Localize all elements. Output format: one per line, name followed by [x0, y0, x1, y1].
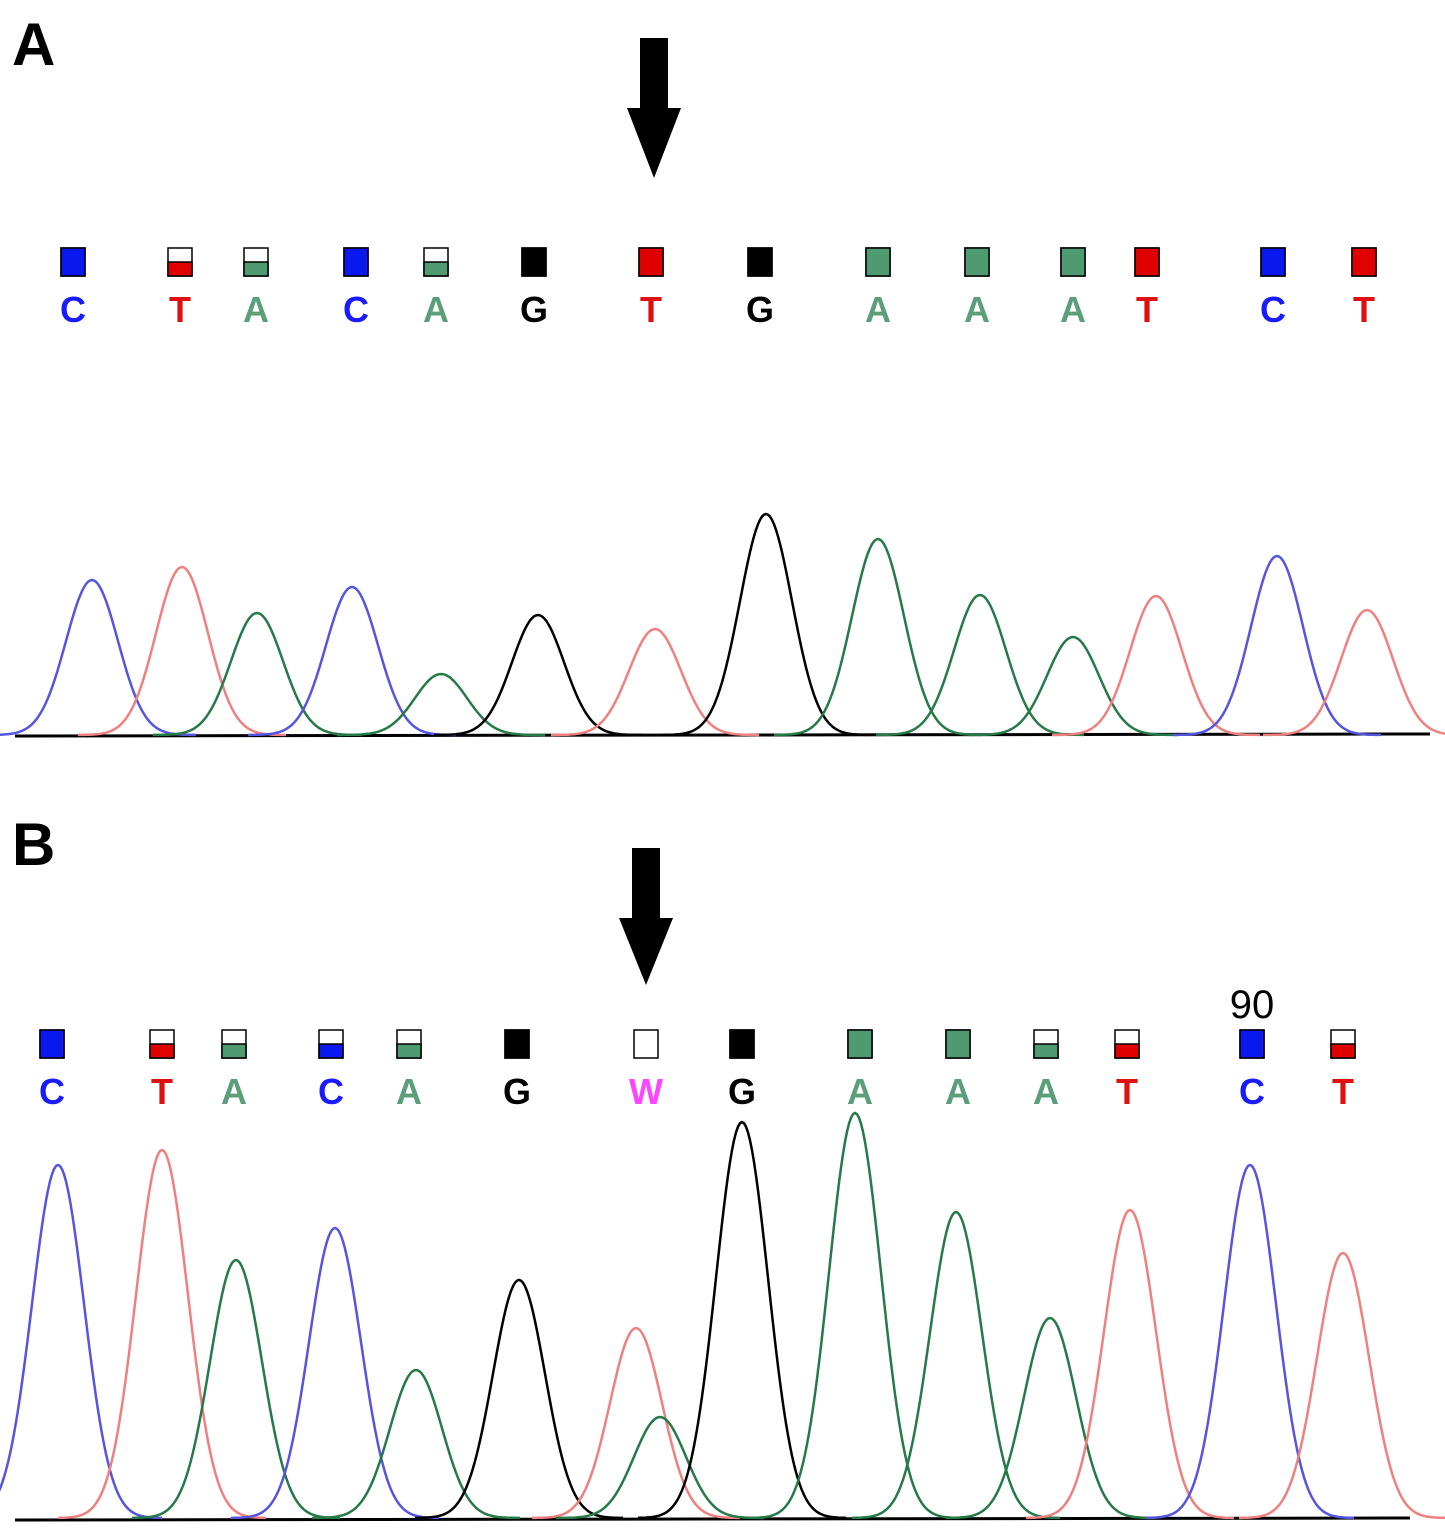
base-box-fill [396, 1043, 422, 1059]
trace-peak [946, 1316, 1154, 1520]
trace-peak [247, 585, 457, 737]
base-call: A [945, 1071, 971, 1112]
base-call: A [221, 1071, 247, 1112]
trace-peak [551, 627, 759, 737]
base-box-fill [167, 261, 193, 277]
base-box-fill [221, 1043, 247, 1059]
base-call: A [243, 289, 269, 330]
trace-peak [231, 1226, 439, 1520]
panel-label: B [12, 811, 55, 878]
base-box [633, 1029, 659, 1059]
trace-peak [875, 593, 1085, 737]
base-box-fill [747, 247, 773, 277]
base-call: C [1260, 289, 1286, 330]
trace-peak [433, 613, 643, 737]
base-call: G [503, 1071, 531, 1112]
base-box-fill [343, 247, 369, 277]
base-call: A [1060, 289, 1086, 330]
base-box-fill [865, 247, 891, 277]
trace-peak [132, 1258, 340, 1520]
base-call: G [746, 289, 774, 330]
base-call: A [1033, 1071, 1059, 1112]
base-call: G [728, 1071, 756, 1112]
base-box-fill [1134, 247, 1160, 277]
base-box-fill [1114, 1043, 1140, 1059]
base-call: T [1116, 1071, 1138, 1112]
base-box-fill [945, 1029, 971, 1059]
base-box-fill [60, 247, 86, 277]
trace-peak [750, 1111, 960, 1520]
trace-peak [1239, 1251, 1445, 1520]
arrow [627, 38, 681, 178]
base-box-fill [1033, 1043, 1059, 1059]
trace-peak [556, 1415, 764, 1520]
base-call: G [520, 289, 548, 330]
panel-label: A [12, 11, 55, 78]
trace-peak [415, 1278, 623, 1520]
base-box-fill [504, 1029, 530, 1059]
base-call: T [169, 289, 191, 330]
base-box-fill [729, 1029, 755, 1059]
base-box-fill [964, 247, 990, 277]
base-box-fill [1351, 247, 1377, 277]
base-call: C [39, 1071, 65, 1112]
trace-peak [57, 1148, 267, 1520]
baseline [14, 1516, 1411, 1522]
trace-peak [0, 578, 196, 737]
base-call: C [60, 289, 86, 330]
trace-peak [852, 1210, 1060, 1520]
trace-peak [637, 1120, 847, 1520]
trace-peak [532, 1326, 740, 1520]
base-box-fill [39, 1029, 65, 1059]
base-box-fill [521, 247, 547, 277]
position-label: 90 [1230, 983, 1275, 1027]
trace-peak [662, 512, 870, 737]
trace-peak [78, 565, 286, 737]
base-call: T [151, 1071, 173, 1112]
base-call: T [1332, 1071, 1354, 1112]
trace-peak [337, 672, 545, 737]
base-box-fill [1239, 1029, 1265, 1059]
base-box-fill [1260, 247, 1286, 277]
base-call: A [396, 1071, 422, 1112]
baseline [14, 732, 1431, 738]
base-call: A [964, 289, 990, 330]
base-box-fill [638, 247, 664, 277]
base-call: W [629, 1071, 663, 1112]
trace-peak [1145, 1163, 1355, 1520]
base-call: C [318, 1071, 344, 1112]
arrow [619, 848, 673, 985]
trace-peak [311, 1368, 521, 1520]
base-call: A [865, 289, 891, 330]
trace-peak [774, 537, 982, 737]
trace-peak [0, 1163, 163, 1520]
base-box-fill [318, 1043, 344, 1059]
base-call: A [423, 289, 449, 330]
base-box-fill [423, 261, 449, 277]
base-box-fill [1330, 1043, 1356, 1059]
base-box-fill [149, 1043, 175, 1059]
base-call: C [1239, 1071, 1265, 1112]
base-call: T [1353, 289, 1375, 330]
trace-peak [969, 635, 1177, 737]
trace-peak [1173, 554, 1381, 737]
trace-peak [1051, 594, 1261, 737]
base-box-fill [847, 1029, 873, 1059]
base-call: C [343, 289, 369, 330]
base-call: A [847, 1071, 873, 1112]
trace-peak [152, 611, 362, 737]
base-call: T [1136, 289, 1158, 330]
base-box-fill [1060, 247, 1086, 277]
trace-peak [1026, 1208, 1234, 1520]
trace-peak [1262, 608, 1445, 737]
base-call: T [640, 289, 662, 330]
base-box-fill [243, 261, 269, 277]
